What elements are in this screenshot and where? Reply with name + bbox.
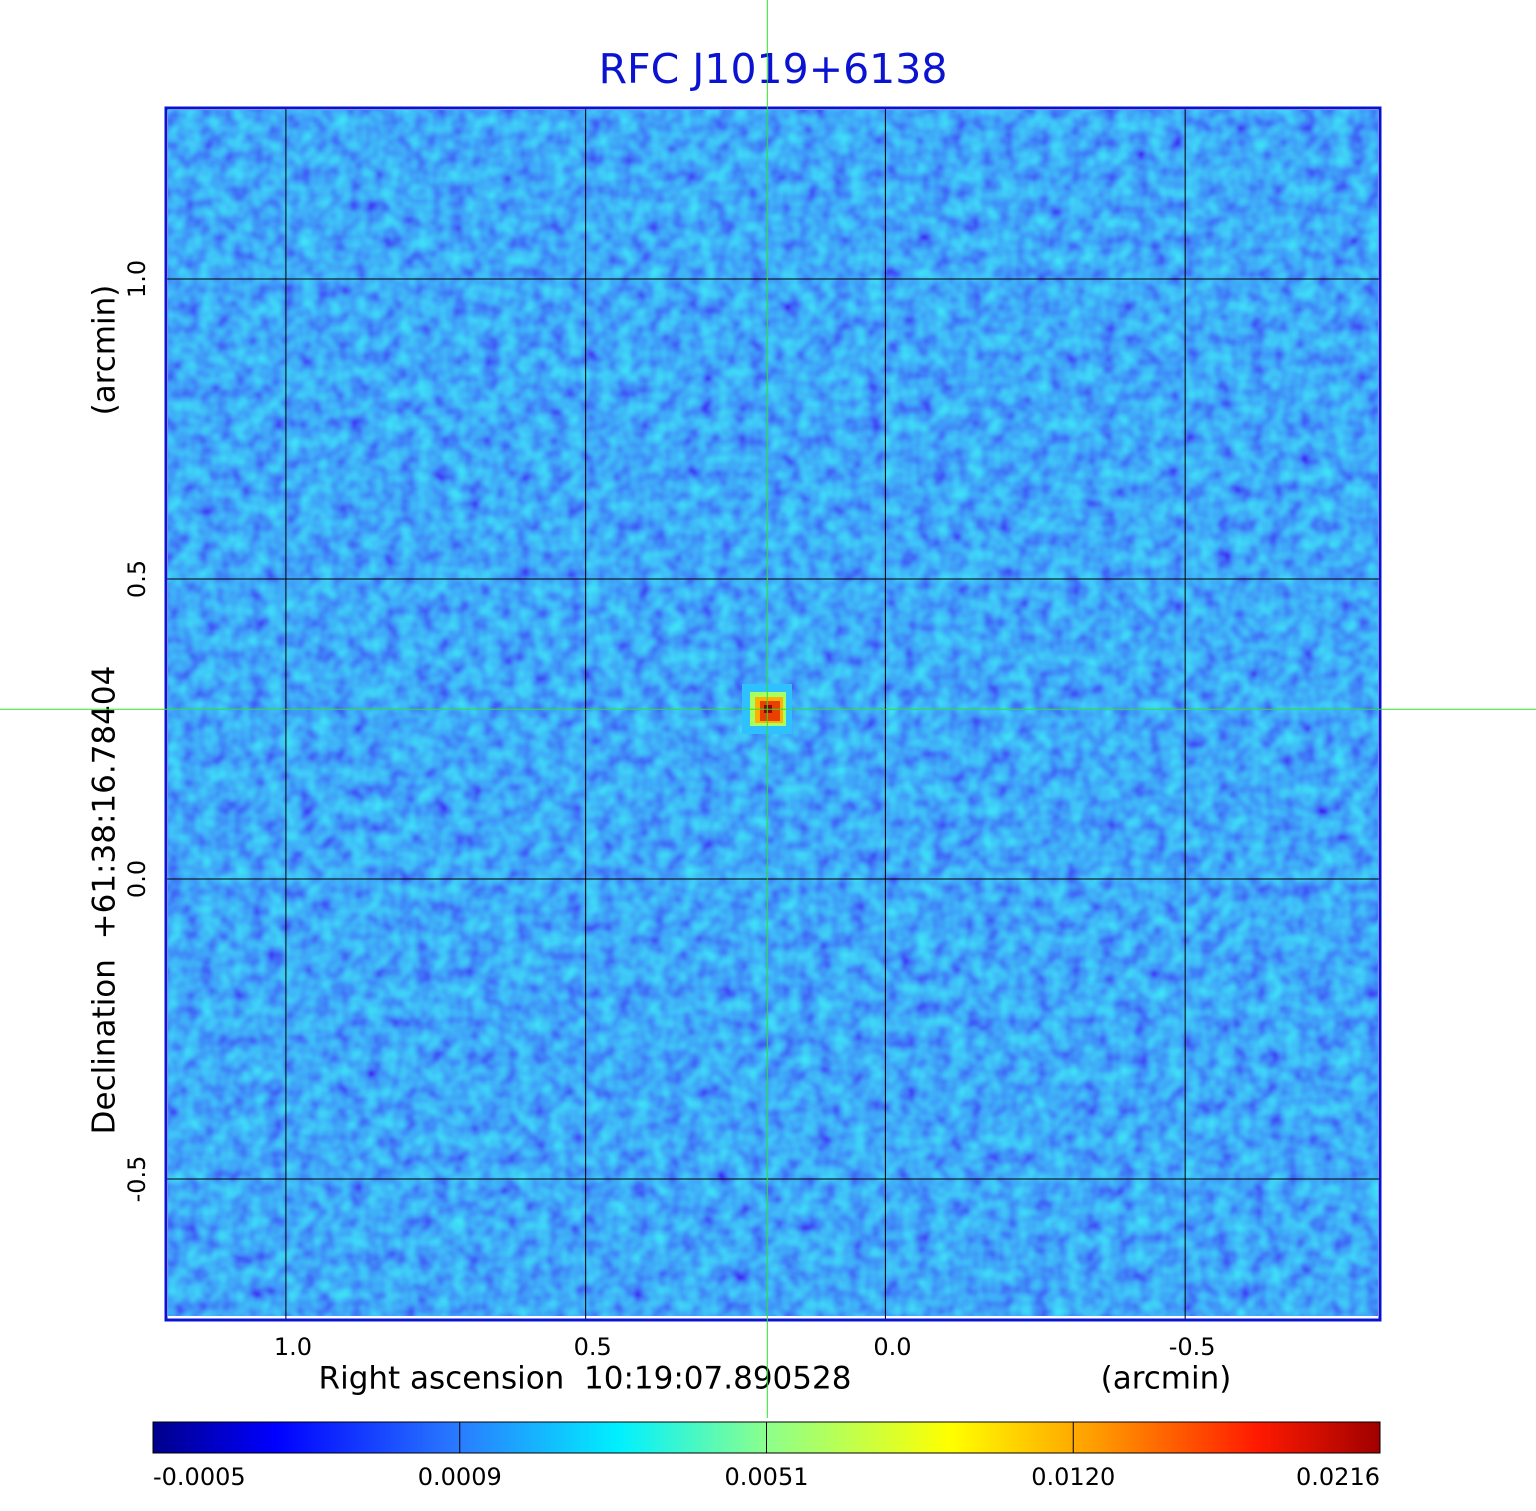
y-axis-unit: (arcmin) xyxy=(87,285,123,416)
x-tick-label: -0.5 xyxy=(1169,1333,1216,1361)
x-tick-label: 1.0 xyxy=(274,1333,312,1361)
x-tick-label: 0.0 xyxy=(873,1333,911,1361)
y-tick-label: 0.0 xyxy=(123,860,151,898)
colorbar-tick-label: 0.0216 xyxy=(1296,1463,1380,1491)
chart-title: RFC J1019+6138 xyxy=(599,45,948,93)
colorbar-tick-label: -0.0005 xyxy=(153,1463,246,1491)
colorbar-tick-label: 0.0051 xyxy=(725,1463,809,1491)
plot-frame xyxy=(164,106,1382,1322)
x-axis-unit: (arcmin) xyxy=(1101,1361,1232,1397)
y-tick-label: 1.0 xyxy=(123,260,151,298)
x-tick-label: 0.5 xyxy=(574,1333,612,1361)
grid xyxy=(166,108,1380,1320)
y-tick-label: 0.5 xyxy=(123,560,151,598)
x-axis-label: Right ascension 10:19:07.890528 xyxy=(319,1361,852,1397)
colorbar-tick-label: 0.0120 xyxy=(1031,1463,1115,1491)
colorbar-tick-label: 0.0009 xyxy=(418,1463,502,1491)
y-tick-label: -0.5 xyxy=(123,1156,151,1203)
y-axis-label: Declination +61:38:16.78404 xyxy=(87,666,123,1135)
